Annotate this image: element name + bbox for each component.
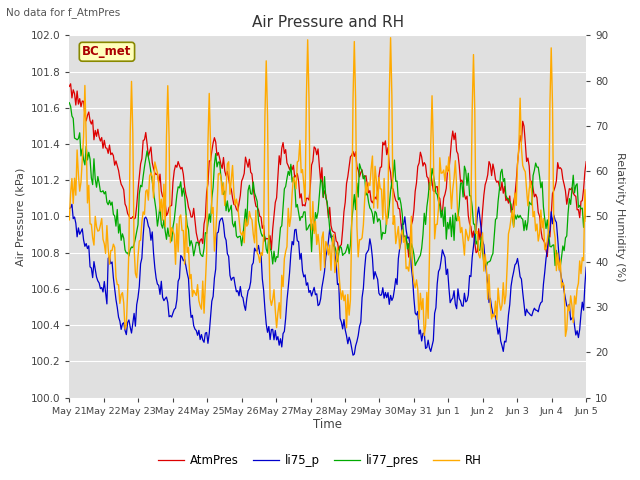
li75_p	[441, 254, 449, 260]
li77_pres	[127, 244, 135, 250]
li77_pres	[582, 216, 590, 221]
RH	[440, 167, 447, 173]
Line: AtmPres: AtmPres	[69, 84, 586, 257]
Title: Air Pressure and RH: Air Pressure and RH	[252, 15, 404, 30]
RH	[387, 35, 394, 41]
AtmPres	[441, 192, 449, 197]
AtmPres	[405, 254, 413, 260]
Line: li77_pres: li77_pres	[69, 103, 586, 267]
li77_pres	[555, 264, 563, 270]
AtmPres	[392, 198, 399, 204]
X-axis label: Time: Time	[313, 419, 342, 432]
AtmPres	[129, 214, 137, 219]
li77_pres	[270, 248, 278, 254]
RH	[442, 163, 450, 169]
Line: li75_p: li75_p	[69, 204, 586, 355]
RH	[65, 217, 73, 223]
li77_pres	[438, 207, 446, 213]
li77_pres	[234, 235, 241, 240]
li77_pres	[65, 100, 73, 106]
AtmPres	[67, 81, 74, 87]
RH	[270, 287, 278, 292]
li75_p	[393, 282, 401, 288]
Y-axis label: Relativity Humidity (%): Relativity Humidity (%)	[615, 152, 625, 281]
RH	[127, 79, 135, 84]
AtmPres	[235, 201, 243, 206]
AtmPres	[444, 167, 451, 173]
li77_pres	[390, 157, 398, 163]
RH	[562, 334, 570, 339]
li75_p	[129, 321, 137, 326]
li75_p	[582, 264, 590, 270]
RH	[582, 218, 590, 224]
AtmPres	[271, 200, 279, 205]
AtmPres	[65, 84, 73, 89]
Line: RH: RH	[69, 38, 586, 336]
RH	[234, 204, 241, 210]
li75_p	[68, 202, 76, 207]
AtmPres	[582, 159, 590, 165]
RH	[392, 241, 399, 247]
Text: BC_met: BC_met	[83, 45, 132, 58]
li75_p	[271, 328, 279, 334]
li75_p	[65, 205, 73, 211]
Text: No data for f_AtmPres: No data for f_AtmPres	[6, 7, 121, 18]
Y-axis label: Air Pressure (kPa): Air Pressure (kPa)	[15, 167, 25, 265]
li77_pres	[441, 204, 449, 210]
li75_p	[349, 352, 357, 358]
Legend: AtmPres, li75_p, li77_pres, RH: AtmPres, li75_p, li77_pres, RH	[153, 449, 487, 472]
li75_p	[444, 266, 451, 272]
li75_p	[235, 293, 243, 299]
